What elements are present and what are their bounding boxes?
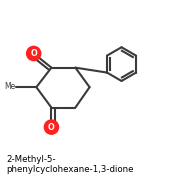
Text: O: O <box>30 49 37 58</box>
Circle shape <box>26 46 41 60</box>
Text: Me: Me <box>4 82 15 91</box>
Text: O: O <box>48 123 55 132</box>
Text: 2-Methyl-5-
phenylcyclohexane-1,3-dione: 2-Methyl-5- phenylcyclohexane-1,3-dione <box>6 155 134 174</box>
Circle shape <box>44 120 59 134</box>
